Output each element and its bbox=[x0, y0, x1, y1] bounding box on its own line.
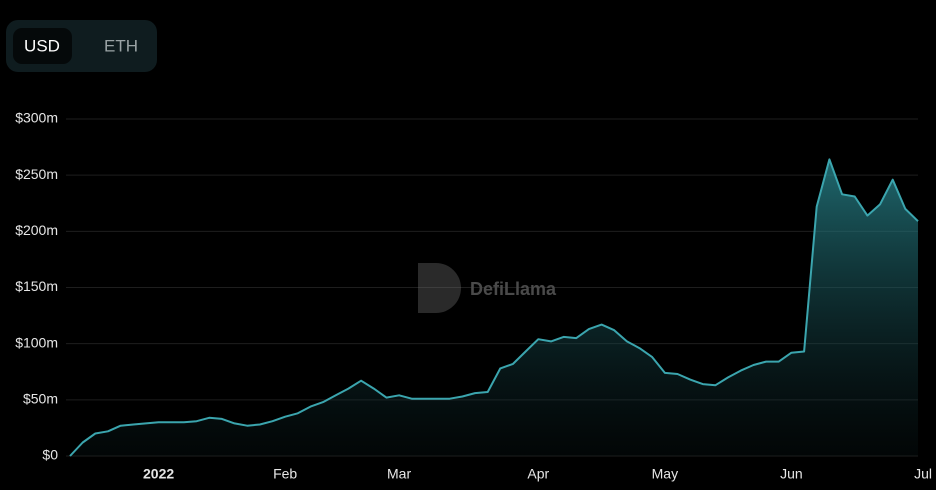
x-tick-label: 2022 bbox=[143, 466, 174, 482]
x-tick-label: Mar bbox=[387, 466, 411, 482]
x-tick-label: Jul bbox=[914, 466, 932, 482]
y-tick-label: $100m bbox=[15, 334, 58, 350]
toggle-active[interactable] bbox=[13, 28, 72, 64]
labels: $0 $50m $100m $150m $200m $250m $300m 2022 Feb Ma… bbox=[15, 110, 932, 482]
x-tick-label: Feb bbox=[273, 466, 297, 482]
watermark-logo bbox=[418, 263, 461, 313]
y-tick-label: $0 bbox=[42, 447, 58, 463]
plot bbox=[69, 158, 919, 457]
grid bbox=[66, 118, 918, 457]
y-tick-label: $200m bbox=[15, 222, 58, 238]
watermark-icon bbox=[418, 263, 461, 313]
x-tick-label: Jun bbox=[780, 466, 803, 482]
y-tick-label: $250m bbox=[15, 166, 58, 182]
area bbox=[70, 159, 918, 456]
y-tick-label: $300m bbox=[15, 110, 58, 126]
x-tick-label: May bbox=[652, 466, 678, 482]
y-tick-label: $50m bbox=[23, 391, 58, 407]
y-tick-label: $150m bbox=[15, 278, 58, 294]
watermark-text: DefiLlama bbox=[470, 279, 557, 299]
x-tick-label: Apr bbox=[527, 466, 549, 482]
line bbox=[69, 158, 919, 457]
toggle-usd[interactable]: USD bbox=[24, 36, 60, 55]
toggle-eth[interactable]: ETH bbox=[104, 36, 138, 55]
